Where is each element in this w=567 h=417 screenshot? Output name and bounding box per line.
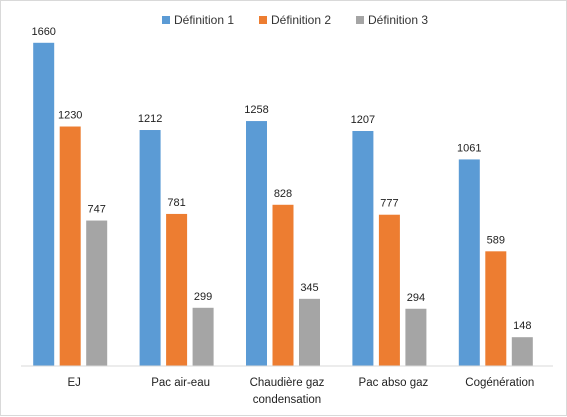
category-label-3-line-1: Chaudière gaz <box>250 377 325 389</box>
legend-label-1: Définition 1 <box>174 13 234 27</box>
bar-3-series-2 <box>272 204 294 366</box>
value-label-4-series-3: 294 <box>407 292 425 304</box>
bar-3-series-3 <box>299 298 320 366</box>
bar-4-series-1 <box>352 130 374 366</box>
bar-4-series-2 <box>378 214 400 366</box>
category-label-1: EJ <box>67 377 80 389</box>
legend: Définition 1 Définition 2 Définition 3 <box>162 13 428 27</box>
category-label-2: Pac air-eau <box>151 377 210 389</box>
value-label-5-series-2: 589 <box>487 234 505 246</box>
bar-1-series-1 <box>33 42 55 366</box>
bar-1-series-3 <box>86 220 108 366</box>
value-label-2-series-1: 1212 <box>138 113 162 125</box>
legend-swatch-1 <box>162 16 170 24</box>
bar-2-series-3 <box>192 307 214 366</box>
bar-5-series-3 <box>511 337 533 366</box>
legend-swatch-2 <box>259 16 267 24</box>
category-label-4: Pac abso gaz <box>359 377 429 389</box>
value-label-4-series-1: 1207 <box>351 114 375 126</box>
bar-3-series-1 <box>246 121 267 366</box>
value-label-5-series-1: 1061 <box>457 142 481 154</box>
value-label-1-series-3: 747 <box>88 204 106 216</box>
bar-5-series-2 <box>485 251 507 366</box>
category-label-5: Cogénération <box>465 377 534 389</box>
value-label-1-series-1: 1660 <box>31 26 55 38</box>
bar-1-series-2 <box>59 126 81 366</box>
value-label-3-series-3: 345 <box>300 282 318 294</box>
value-label-2-series-3: 299 <box>194 291 212 303</box>
legend-label-2: Définition 2 <box>271 13 331 27</box>
value-label-3-series-2: 828 <box>274 188 292 200</box>
legend-swatch-3 <box>356 16 364 24</box>
value-label-1-series-2: 1230 <box>58 110 82 122</box>
value-label-5-series-3: 148 <box>513 320 531 332</box>
value-labels: 1660 1230 747 1212 781 299 1258 828 345 1207 777 29… <box>31 26 531 332</box>
bar-2-series-2 <box>166 213 188 366</box>
category-label-3-line-2: condensation <box>253 394 321 406</box>
value-label-2-series-2: 781 <box>167 197 185 209</box>
bars <box>33 42 533 366</box>
bar-4-series-3 <box>405 308 427 366</box>
value-label-4-series-2: 777 <box>380 198 398 210</box>
legend-label-3: Définition 3 <box>368 13 428 27</box>
bar-5-series-1 <box>458 159 480 366</box>
bar-2-series-1 <box>139 130 161 366</box>
value-label-3-series-1: 1258 <box>244 104 268 116</box>
category-labels: EJ Pac air-eau Chaudière gaz condensation Pa… <box>67 377 534 406</box>
